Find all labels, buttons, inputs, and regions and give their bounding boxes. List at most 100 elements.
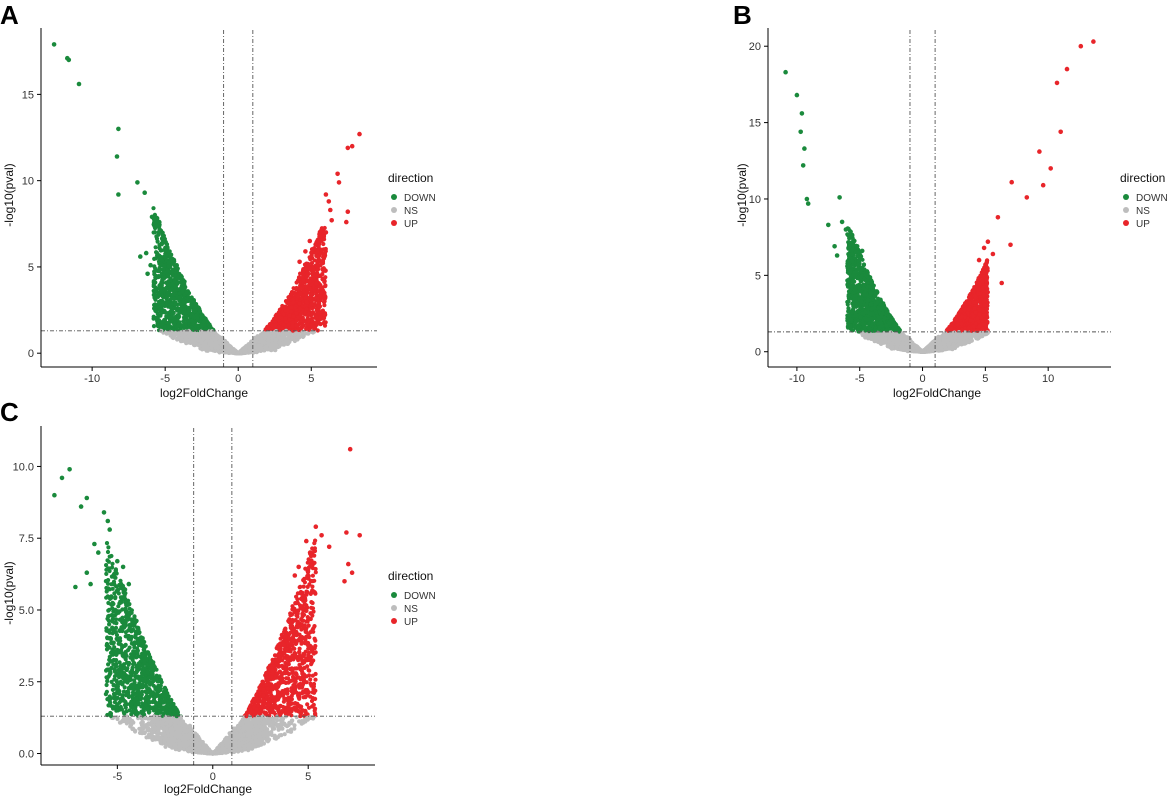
- data-point-up: [329, 218, 335, 223]
- data-point-down: [167, 263, 172, 269]
- data-point-down: [154, 224, 159, 229]
- data-point-down: [153, 245, 158, 250]
- data-point-ns: [274, 329, 279, 334]
- data-point-down: [183, 324, 188, 329]
- data-point-down: [166, 324, 171, 329]
- data-point-down: [114, 154, 120, 159]
- data-point-up: [291, 314, 296, 319]
- data-point-up: [314, 308, 319, 313]
- data-point-up: [306, 262, 311, 267]
- data-point-ns: [285, 341, 291, 346]
- data-point-up: [288, 309, 294, 314]
- panel-a-reference-lines: [41, 30, 377, 367]
- data-point-ns: [235, 351, 240, 356]
- panel-a-label: A: [0, 0, 19, 30]
- y-tick-label: 0: [28, 348, 34, 360]
- x-tick-label: -5: [160, 373, 170, 385]
- data-point-ns: [228, 348, 233, 353]
- legend-ns-swatch: [391, 207, 397, 213]
- data-point-up: [307, 286, 312, 291]
- data-point-up: [283, 316, 288, 321]
- data-point-down: [158, 307, 163, 312]
- data-point-up: [321, 288, 326, 293]
- data-point-up: [298, 306, 303, 311]
- data-point-ns: [247, 347, 252, 352]
- data-point-down: [181, 285, 186, 290]
- data-point-down: [162, 308, 167, 313]
- data-point-ns: [211, 336, 216, 342]
- data-point-up: [311, 270, 316, 275]
- data-point-down: [170, 273, 175, 278]
- data-point-up: [313, 273, 319, 278]
- data-point-down: [191, 308, 196, 313]
- data-point-up: [313, 296, 318, 301]
- data-point-up: [309, 302, 314, 307]
- legend-up-swatch: [391, 220, 397, 226]
- data-point-down: [159, 242, 164, 247]
- data-point-ns: [246, 342, 251, 347]
- data-point-up: [316, 304, 321, 309]
- data-point-down: [172, 292, 177, 297]
- data-point-down: [157, 283, 162, 288]
- data-point-up: [323, 230, 329, 235]
- data-point-up: [315, 249, 320, 254]
- data-point-ns: [286, 332, 292, 337]
- data-point-down: [170, 282, 175, 287]
- data-point-up: [300, 323, 305, 328]
- data-point-down: [179, 274, 184, 279]
- data-point-up: [314, 314, 319, 320]
- data-point-ns: [292, 338, 297, 344]
- data-point-down: [152, 315, 157, 320]
- data-point-up: [310, 247, 315, 253]
- data-point-ns: [180, 333, 185, 338]
- data-point-down: [153, 297, 158, 302]
- data-point-down: [138, 254, 143, 259]
- data-point-down: [151, 206, 156, 211]
- panel-b-label: B: [733, 0, 752, 30]
- data-point-up: [304, 266, 309, 271]
- data-point-down: [184, 290, 189, 295]
- data-point-down: [142, 190, 147, 195]
- data-point-down: [170, 312, 175, 317]
- data-point-down: [158, 248, 163, 253]
- data-point-down: [145, 271, 150, 277]
- data-point-up: [320, 308, 325, 313]
- data-point-ns: [266, 336, 271, 341]
- data-point-down: [161, 302, 166, 307]
- data-point-down: [157, 290, 162, 295]
- data-point-up: [320, 258, 325, 263]
- data-point-up: [286, 322, 291, 327]
- data-point-down: [166, 260, 171, 265]
- data-point-ns: [251, 338, 256, 343]
- panel-a-legend: direction DOWN NS UP: [388, 171, 436, 230]
- data-point-down: [151, 324, 157, 329]
- data-point-down: [151, 230, 156, 235]
- data-point-up: [294, 280, 299, 285]
- panel-a-x-axis-title: log2FoldChange: [160, 386, 248, 400]
- data-point-up: [323, 249, 328, 254]
- data-point-ns: [281, 335, 286, 340]
- data-point-up: [314, 322, 319, 327]
- data-point-down: [157, 219, 162, 225]
- data-point-ns: [306, 331, 311, 336]
- data-point-ns: [184, 337, 189, 342]
- data-point-up: [283, 308, 288, 313]
- data-point-up: [304, 292, 309, 298]
- data-point-ns: [296, 332, 301, 337]
- data-point-ns: [191, 341, 196, 346]
- data-point-up: [307, 238, 313, 244]
- data-point-down: [154, 250, 159, 255]
- data-point-down: [177, 295, 182, 300]
- data-point-up: [322, 293, 327, 298]
- legend-ns-label: NS: [404, 206, 418, 217]
- data-point-up: [313, 242, 318, 247]
- data-point-ns: [199, 329, 204, 334]
- data-point-up: [349, 143, 355, 149]
- data-point-down: [143, 250, 149, 256]
- data-point-up: [323, 268, 328, 273]
- data-point-down: [156, 274, 161, 279]
- data-point-up: [298, 286, 304, 291]
- data-point-ns: [214, 341, 219, 346]
- data-point-up: [323, 275, 328, 280]
- data-point-down: [158, 257, 164, 262]
